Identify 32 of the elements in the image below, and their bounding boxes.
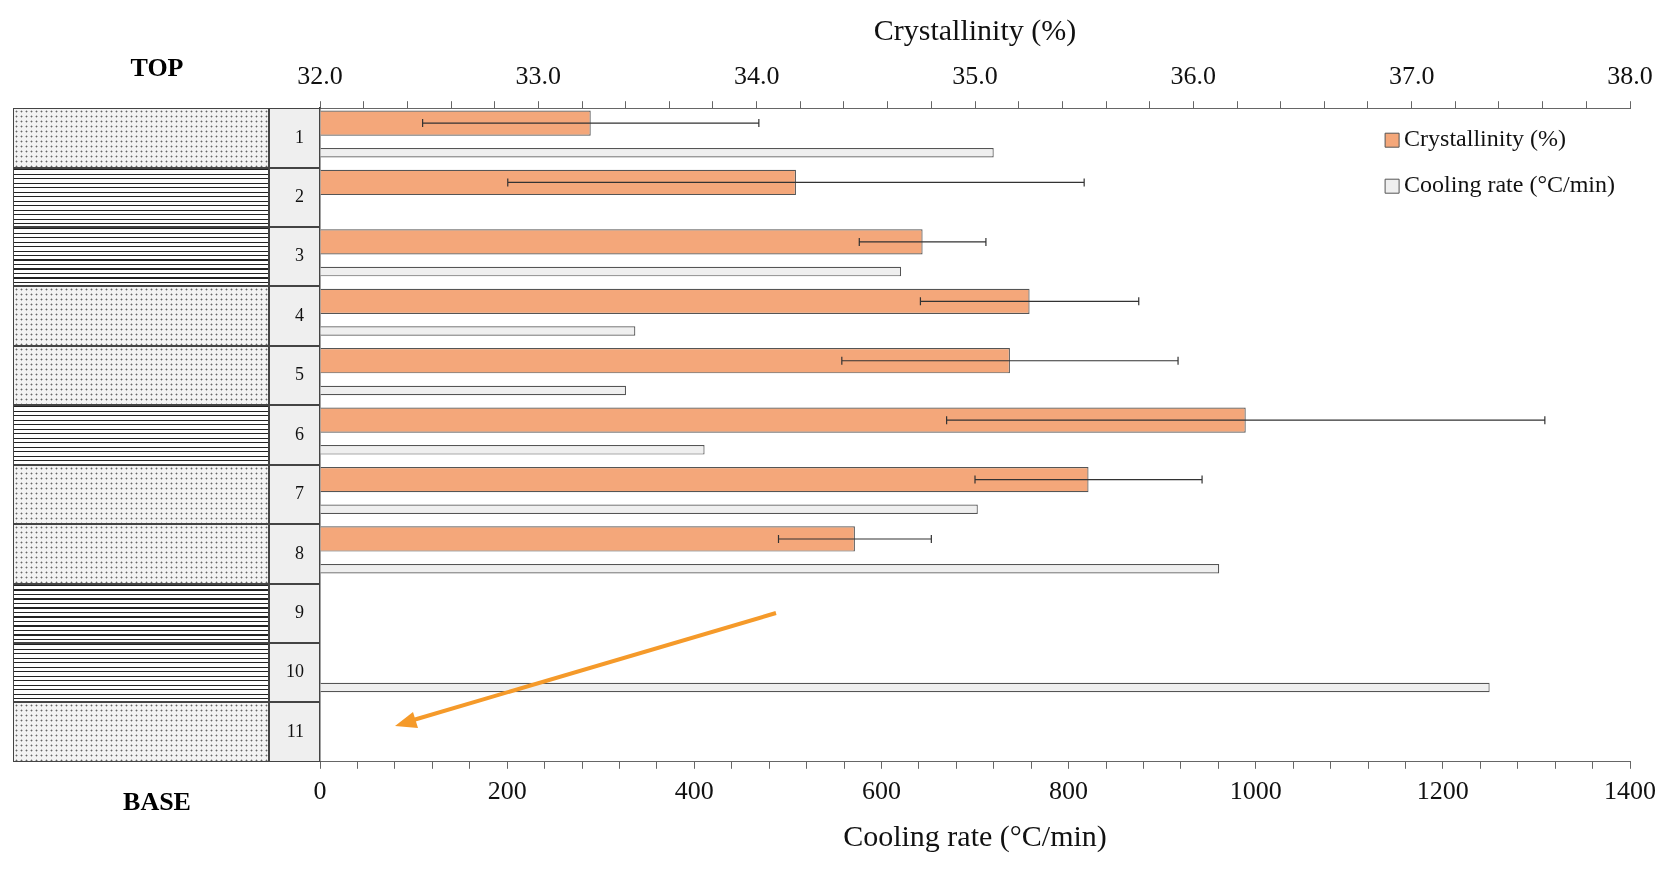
x2-tick-label: 33.0	[515, 61, 562, 91]
y-tick-label: 11	[286, 720, 304, 741]
y-tick-label: 5	[295, 364, 304, 385]
x2-axis-title: Crystallinity (%)	[873, 12, 1077, 47]
y-tick-label: 8	[295, 542, 304, 563]
x2-tick-label: 36.0	[1170, 61, 1217, 91]
legend-label: Cooling rate (°C/min)	[1404, 171, 1615, 198]
legend-label: Crystallinity (%)	[1404, 125, 1567, 152]
y-tick-label: 9	[295, 601, 304, 622]
x-tick-label: 1000	[1229, 776, 1282, 806]
x-tick-label: 400	[674, 776, 714, 806]
x2-tick-label: 34.0	[733, 61, 780, 91]
x-tick-label: 0	[313, 776, 327, 806]
x2-tick-label: 35.0	[952, 61, 998, 91]
x-tick-label: 200	[487, 776, 527, 806]
x-tick-label: 1200	[1416, 776, 1469, 806]
y-tick-label: 1	[295, 126, 304, 147]
x2-tick-label: 32.0	[297, 61, 343, 91]
y-tick-label: 4	[295, 304, 304, 325]
y-tick-label: 7	[295, 483, 304, 504]
x-tick-label: 1400	[1604, 776, 1656, 806]
y-tick-label: 10	[286, 661, 304, 682]
x2-tick-label: 37.0	[1388, 61, 1435, 91]
y-tick-label: 6	[295, 423, 304, 444]
y-tick-label: 3	[295, 245, 304, 266]
x2-tick-label: 38.0	[1607, 61, 1653, 91]
text: TOP	[130, 53, 184, 84]
x-tick-label: 600	[861, 776, 901, 806]
text: BASE	[123, 786, 191, 817]
y-tick-label: 2	[295, 186, 304, 207]
x-axis-title: Cooling rate (°C/min)	[843, 818, 1107, 853]
x-tick-label: 800	[1049, 776, 1089, 806]
